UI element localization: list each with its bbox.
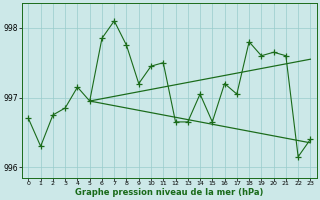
X-axis label: Graphe pression niveau de la mer (hPa): Graphe pression niveau de la mer (hPa) (75, 188, 264, 197)
